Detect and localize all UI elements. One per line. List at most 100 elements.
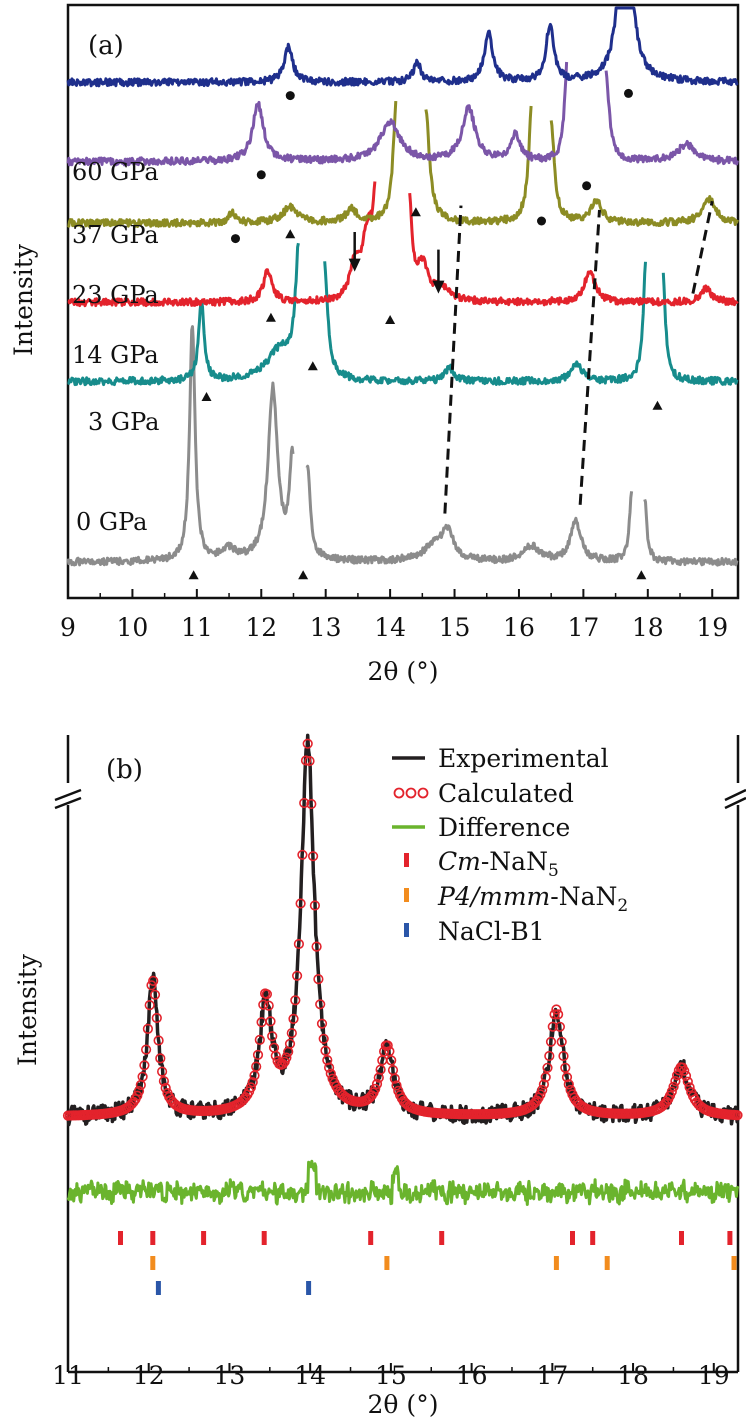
- triangle-marker: [385, 315, 396, 324]
- calculated-point: [544, 1050, 555, 1062]
- calculated-point: [281, 1052, 292, 1063]
- calculated-point: [679, 1065, 690, 1076]
- calculated-point: [288, 1013, 299, 1025]
- calculated-point: [545, 1036, 557, 1047]
- series-line-0gpa: [66, 325, 739, 567]
- series-line-14gpa: [67, 181, 739, 308]
- calculated-point: [139, 1060, 150, 1071]
- calculated-point: [542, 1062, 553, 1073]
- x-tick-label: 16: [503, 613, 535, 642]
- calculated-point: [306, 798, 317, 810]
- legend-calculated-label: Calculated: [438, 779, 574, 808]
- calculated-point: [382, 1040, 393, 1051]
- calculated-point: [251, 1061, 262, 1072]
- calculated-point: [299, 797, 310, 809]
- circle-marker: [623, 88, 633, 98]
- reflection-tick-cm: [679, 1231, 684, 1245]
- reflection-tick-cm: [368, 1231, 374, 1245]
- triangle-marker: [265, 312, 276, 322]
- calculated-point: [560, 1062, 571, 1073]
- calculated-point: [155, 1053, 166, 1064]
- calculated-point: [391, 1080, 402, 1091]
- arrow-head: [432, 280, 445, 294]
- calculated-point: [263, 1000, 274, 1011]
- circle-marker: [285, 91, 295, 101]
- circle-marker: [231, 234, 240, 244]
- reflection-tick-cm: [570, 1231, 575, 1245]
- triangle-marker: [188, 570, 199, 580]
- calculated-point: [538, 1079, 550, 1090]
- axis-break-right: [724, 783, 746, 810]
- calculated-point: [540, 1072, 551, 1083]
- calculated-point: [324, 1062, 335, 1073]
- calculated-point: [293, 938, 305, 950]
- label-60gpa: 60 GPa: [72, 158, 159, 186]
- reflection-tick-cm: [118, 1231, 123, 1245]
- calculated-point: [261, 989, 273, 1000]
- calculated-point: [311, 941, 322, 952]
- calculated-point: [561, 1072, 573, 1083]
- reflection-tick-p4: [150, 1256, 156, 1270]
- calculated-point: [265, 1016, 276, 1027]
- calculated-point: [302, 738, 313, 749]
- calculated-point: [389, 1073, 400, 1084]
- reflection-tick-nacl: [306, 1281, 312, 1295]
- calculated-point: [386, 1055, 397, 1066]
- calculated-point: [160, 1082, 171, 1094]
- x-tick-label: 17: [536, 1361, 568, 1390]
- calculated-point: [556, 1036, 567, 1047]
- reflection-tick-cm: [439, 1231, 445, 1245]
- triangle-marker: [285, 229, 296, 239]
- panel-a: (a) 9 10 11 12 13 14 15 16 17 18 19 60 GPa 37 GPa …: [9, 3, 740, 686]
- calculated-point: [148, 975, 159, 987]
- calculated-point: [146, 980, 157, 991]
- reflection-tick-cm: [590, 1231, 596, 1245]
- x-tick-label: 18: [632, 613, 664, 642]
- label-3gpa: 3 GPa: [88, 408, 159, 436]
- series-line-23gpa: [67, 101, 739, 228]
- x-tick-label: 19: [698, 1361, 730, 1390]
- x-tick-label: 17: [567, 613, 599, 642]
- x-tick-label: 9: [60, 613, 76, 642]
- calculated-point: [295, 898, 306, 909]
- reflection-tick-p4: [553, 1256, 559, 1270]
- reflection-tick-cm: [201, 1231, 207, 1245]
- panel-a-dashed-lines-group: [443, 200, 714, 514]
- legend-calculated-swatch: [393, 787, 405, 799]
- calculated-point: [254, 1034, 265, 1045]
- panel-a-label: (a): [88, 31, 124, 61]
- series-line-60gpa: [66, 6, 739, 88]
- x-tick-label: 14: [294, 1361, 326, 1390]
- calculated-point: [670, 1075, 681, 1087]
- series-line-37gpa: [66, 61, 739, 167]
- reflection-tick-p4: [604, 1256, 610, 1270]
- panel-a-ylabel: Intensity: [9, 243, 38, 356]
- dashed-shift-line: [578, 209, 601, 505]
- difference-line: [66, 1159, 740, 1206]
- legend-experimental-label: Experimental: [438, 744, 609, 773]
- calculated-point: [270, 1050, 281, 1061]
- x-tick-label: 12: [245, 613, 277, 642]
- circle-marker: [582, 181, 592, 191]
- calculated-point: [318, 1033, 329, 1044]
- calculated-point: [300, 755, 312, 766]
- triangle-marker: [652, 400, 663, 410]
- calculated-point: [558, 1050, 569, 1062]
- circle-marker: [256, 170, 266, 180]
- calculated-point: [258, 999, 269, 1010]
- calculated-point: [563, 1079, 574, 1090]
- calculated-point: [316, 1018, 328, 1029]
- legend-cm-swatch: [404, 853, 409, 867]
- x-tick-label: 14: [374, 613, 406, 642]
- calculated-point: [284, 1038, 296, 1049]
- calculated-point: [297, 849, 308, 860]
- triangle-marker: [298, 570, 309, 580]
- x-tick-label: 13: [310, 613, 342, 642]
- legend-nacl-label: NaCl-B1: [438, 917, 545, 946]
- dashed-shift-line: [443, 205, 463, 514]
- calculated-point: [133, 1085, 145, 1097]
- calculated-point: [682, 1076, 693, 1087]
- triangle-marker: [307, 361, 318, 371]
- reflection-tick-p4: [384, 1256, 390, 1270]
